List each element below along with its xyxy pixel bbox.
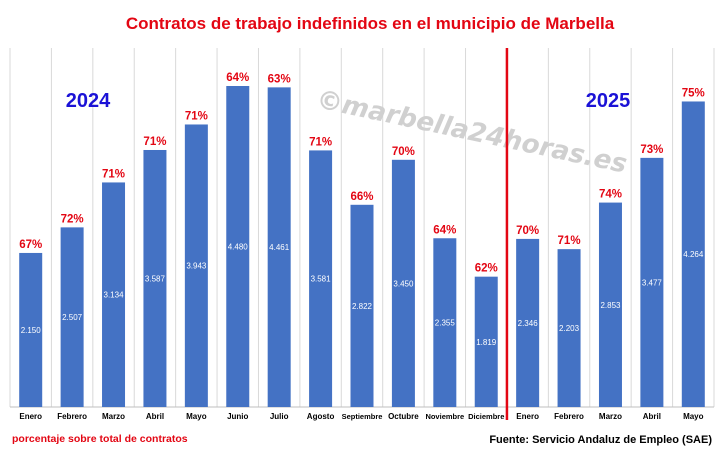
chart-title: Contratos de trabajo indefinidos en el m…: [126, 14, 615, 33]
bar-value-label: 2.507: [62, 313, 83, 322]
percent-note: porcentaje sobre total de contratos: [12, 433, 188, 445]
source-note: Fuente: Servicio Andaluz de Empleo (SAE): [489, 434, 712, 446]
x-tick-label: Mayo: [683, 412, 704, 421]
bar-value-label: 2.822: [352, 302, 373, 311]
year-label-2024: 2024: [66, 90, 111, 112]
percent-label: 63%: [268, 73, 291, 85]
bar-value-label: 2.853: [600, 301, 621, 310]
bar: [184, 124, 208, 407]
bar-value-label: 3.581: [311, 275, 332, 284]
bar: [433, 238, 457, 407]
bar: [226, 86, 250, 407]
bar: [391, 159, 415, 407]
bar-value-label: 4.264: [683, 250, 704, 259]
x-tick-label: Diciembre: [468, 412, 504, 421]
bar-value-label: 3.450: [393, 279, 414, 288]
percent-label: 64%: [433, 224, 456, 236]
bar: [143, 149, 167, 407]
bar-value-label: 3.134: [104, 291, 125, 300]
bar: [474, 276, 498, 407]
bar: [267, 87, 291, 407]
x-tick-label: Mayo: [186, 412, 207, 421]
bar: [19, 252, 43, 407]
bar-value-label: 4.480: [228, 243, 249, 252]
bar: [598, 202, 622, 407]
x-tick-label: Marzo: [599, 412, 622, 421]
bar-value-label: 3.587: [145, 274, 166, 283]
x-tick-label: Enero: [19, 412, 42, 421]
bar-value-label: 2.150: [21, 326, 42, 335]
percent-label: 71%: [558, 235, 581, 247]
bar: [516, 238, 540, 407]
bar: [640, 157, 664, 407]
bars: 2.150 67% 2.507 72% 3.134 71% 3.587 71% 3.943 71%…: [19, 72, 705, 408]
x-tick-label: Abril: [643, 412, 661, 421]
bar-value-label: 2.355: [435, 319, 456, 328]
x-tick-label: Febrero: [57, 412, 87, 421]
bar: [681, 101, 705, 408]
percent-label: 67%: [19, 239, 42, 251]
x-axis-labels: Enero Febrero Marzo Abril Mayo Junio Julio Agos…: [19, 412, 703, 421]
x-tick-label: Noviembre: [425, 412, 464, 421]
percent-label: 66%: [350, 191, 373, 203]
x-tick-label: Febrero: [554, 412, 584, 421]
bar: [350, 204, 374, 407]
bar: [309, 150, 333, 407]
bar-value-label: 1.819: [476, 338, 497, 347]
bar: [557, 249, 581, 407]
x-tick-label: Octubre: [388, 412, 419, 421]
bar-value-label: 3.477: [642, 278, 663, 287]
x-tick-label: Enero: [516, 412, 539, 421]
percent-label: 71%: [143, 136, 166, 148]
percent-label: 71%: [185, 110, 208, 122]
bar-value-label: 2.203: [559, 324, 580, 333]
percent-label: 71%: [102, 168, 125, 180]
percent-label: 73%: [640, 144, 663, 156]
percent-label: 72%: [61, 213, 84, 225]
year-label-2025: 2025: [586, 90, 631, 112]
percent-label: 64%: [226, 72, 249, 84]
x-tick-label: Marzo: [102, 412, 125, 421]
x-tick-label: Junio: [227, 412, 248, 421]
percent-label: 75%: [682, 87, 705, 99]
bar: [60, 227, 84, 407]
percent-label: 70%: [392, 146, 415, 158]
bar-value-label: 2.346: [518, 319, 539, 328]
percent-label: 62%: [475, 263, 498, 275]
x-tick-label: Abril: [146, 412, 164, 421]
x-tick-label: Agosto: [307, 412, 335, 421]
bar-value-label: 3.943: [186, 262, 207, 271]
x-tick-label: Septiembre: [342, 412, 383, 421]
percent-label: 74%: [599, 189, 622, 201]
percent-label: 70%: [516, 225, 539, 237]
percent-label: 71%: [309, 136, 332, 148]
bar-value-label: 4.461: [269, 243, 290, 252]
bar: [102, 182, 126, 407]
x-tick-label: Julio: [270, 412, 289, 421]
